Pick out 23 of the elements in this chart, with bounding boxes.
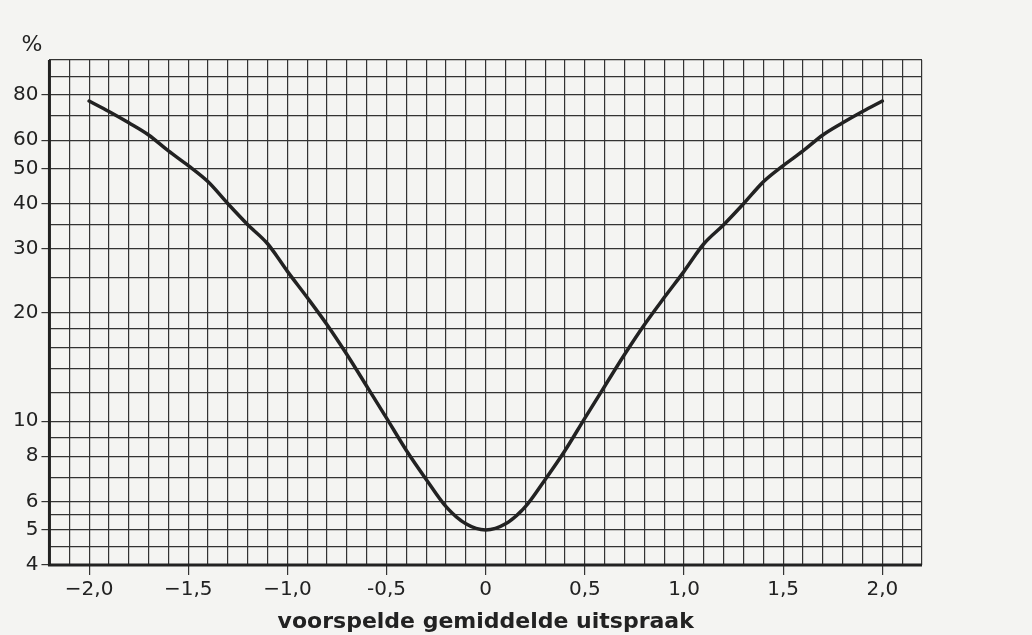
line-series [87,99,885,532]
x-tick-label: 0,5 [568,576,601,601]
x-tick-label: -0,5 [367,576,407,601]
x-tick-label: 1,0 [668,576,700,601]
x-tick-label: −2,0 [64,576,114,601]
y-axis-title: % [21,30,43,56]
x-axis-title: voorspelde gemiddelde uitspraak [277,607,696,633]
x-tick-label: −1,5 [163,576,213,601]
x-tick-label: 1,5 [767,576,800,601]
x-tick-label: 0 [479,576,493,601]
y-tick-label: 10 [13,407,39,432]
y-tick-label: 60 [13,126,39,151]
y-tick-label: 8 [25,442,39,467]
y-tick-label: 20 [13,298,39,323]
y-tick-label: 5 [25,516,39,541]
y-tick-label: 30 [13,235,39,260]
y-tick-label: 40 [13,189,39,214]
x-tick-label: 2,0 [866,576,899,601]
y-tick-label: 4 [25,551,39,576]
y-tick-label: 80 [13,81,39,106]
y-tick-label: 50 [13,154,39,179]
x-tick-label: −1,0 [263,576,312,601]
y-tick-label: 6 [25,487,39,512]
